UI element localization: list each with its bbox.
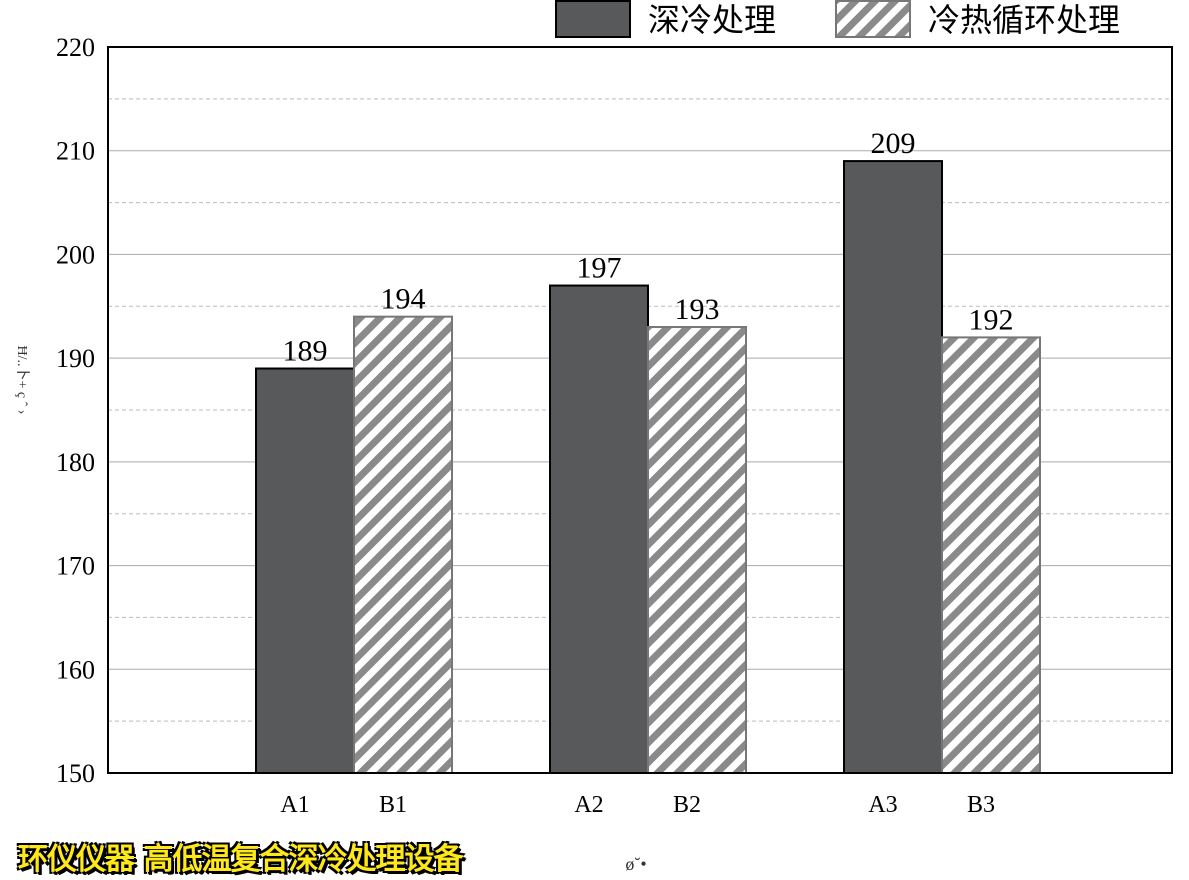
x-tick-label: A1 [280,792,309,818]
bar-A2 [549,284,649,774]
x-tick-label: A3 [868,792,897,818]
y-tick-label: 200 [56,240,95,269]
y-tick-label: 190 [56,344,95,373]
legend-swatch [555,0,631,38]
y-tick-label: 220 [56,33,95,62]
data-label: 189 [283,335,328,368]
y-tick-label: 160 [56,655,95,684]
bar-A1 [255,367,355,774]
legend-swatch [835,0,911,38]
data-label: 209 [871,127,916,160]
data-label: 194 [381,283,426,316]
bar-B1 [353,315,453,774]
y-tick-label: 150 [56,759,95,788]
bar-B2 [647,326,747,774]
bar-B3 [941,336,1041,774]
y-tick-label: 210 [56,137,95,166]
data-label: 197 [577,252,622,285]
x-axis-label: ø˘• [625,854,646,874]
x-tick-label: B1 [379,792,407,818]
y-tick-label: 180 [56,448,95,477]
y-axis-label: Ħ/..卜+ ç ˆ › [14,346,29,415]
plot-frame [107,46,1173,774]
watermark: 环仪仪器 高低温复合深冷处理设备 [18,842,463,877]
legend-label: 深冷处理 [648,1,776,39]
y-tick-label: 170 [56,552,95,581]
data-label: 192 [969,303,1014,336]
x-tick-label: B2 [673,792,701,818]
x-tick-label: A2 [574,792,603,818]
legend-label: 冷热循环处理 [928,1,1120,39]
bar-A3 [843,160,943,775]
x-tick-label: B3 [967,792,995,818]
data-label: 193 [675,293,720,326]
